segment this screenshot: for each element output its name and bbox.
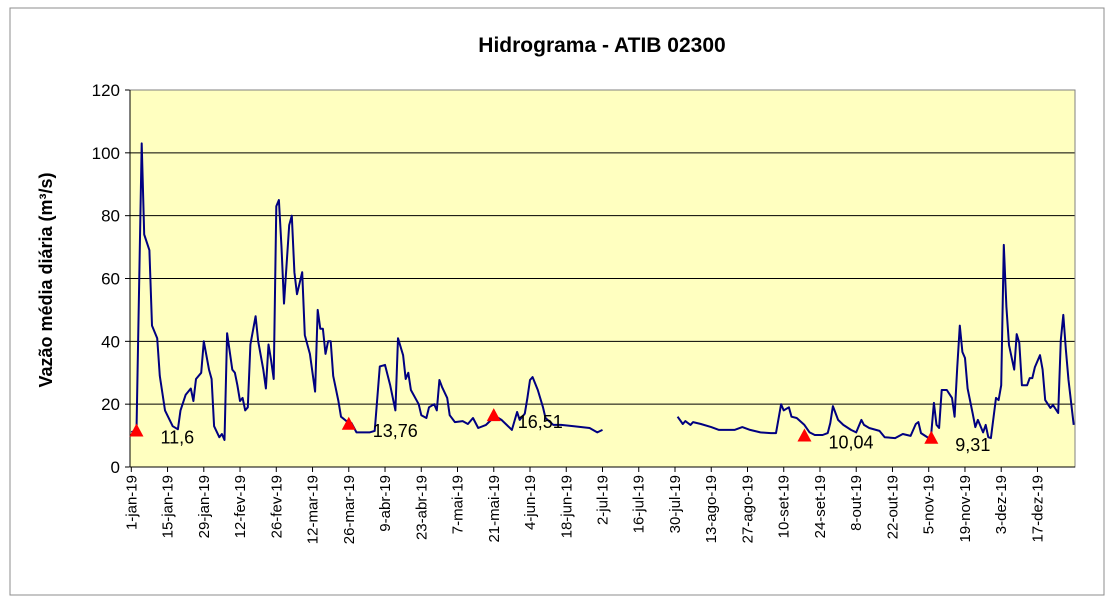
data-label: 16,51: [518, 412, 563, 432]
flow-line: [676, 243, 1075, 440]
y-tick-label: 40: [101, 332, 120, 351]
x-tick-label: 8-out-19: [848, 475, 865, 531]
minimum-marker: [797, 428, 812, 442]
x-tick-label: 4-jun-19: [522, 475, 539, 530]
x-tick-label: 2-jul-19: [595, 475, 612, 525]
data-label: 11,6: [160, 428, 194, 448]
y-tick-label: 80: [101, 207, 120, 226]
x-tick-label: 26-mar-19: [341, 475, 358, 544]
x-tick-label: 10-set-19: [776, 475, 793, 538]
data-label: 13,76: [373, 421, 418, 441]
minimum-marker: [924, 430, 939, 444]
x-tick-label: 23-abr-19: [413, 475, 430, 540]
chart-title: Hidrograma - ATIB 02300: [478, 34, 725, 57]
x-tick-label: 5-nov-19: [921, 475, 938, 534]
data-label: 9,31: [955, 435, 990, 455]
minimum-marker: [486, 408, 501, 422]
y-tick-label: 120: [92, 81, 120, 100]
x-tick-label: 15-jan-19: [160, 475, 177, 538]
x-tick-label: 12-fev-19: [232, 475, 249, 538]
x-tick-label: 30-jul-19: [667, 475, 684, 533]
y-tick-label: 60: [101, 270, 120, 289]
x-tick-label: 3-dez-19: [993, 475, 1010, 534]
x-tick-label: 27-ago-19: [739, 475, 756, 543]
x-tick-label: 24-set-19: [812, 475, 829, 538]
x-tick-label: 26-fev-19: [268, 475, 285, 538]
x-tick-label: 7-mai-19: [450, 475, 467, 534]
y-tick-label: 100: [92, 144, 120, 163]
x-tick-label: 29-jan-19: [196, 475, 213, 538]
minimum-marker: [129, 423, 144, 437]
x-tick-label: 21-mai-19: [486, 475, 503, 543]
data-label: 10,04: [828, 432, 873, 452]
x-tick-label: 19-nov-19: [957, 475, 974, 543]
y-tick-label: 0: [111, 458, 120, 477]
x-tick-label: 13-ago-19: [703, 475, 720, 543]
y-axis-label: Vazão média diária (m³/s): [36, 172, 56, 387]
x-tick-label: 1-jan-19: [123, 475, 140, 530]
x-tick-label: 12-mar-19: [305, 475, 322, 544]
x-tick-label: 18-jun-19: [558, 475, 575, 538]
x-tick-label: 17-dez-19: [1029, 475, 1046, 543]
x-tick-label: 16-jul-19: [631, 475, 648, 533]
x-tick-label: 22-out-19: [884, 475, 901, 539]
x-tick-label: 9-abr-19: [377, 475, 394, 532]
y-tick-label: 20: [101, 395, 120, 414]
minimum-marker: [341, 416, 356, 430]
